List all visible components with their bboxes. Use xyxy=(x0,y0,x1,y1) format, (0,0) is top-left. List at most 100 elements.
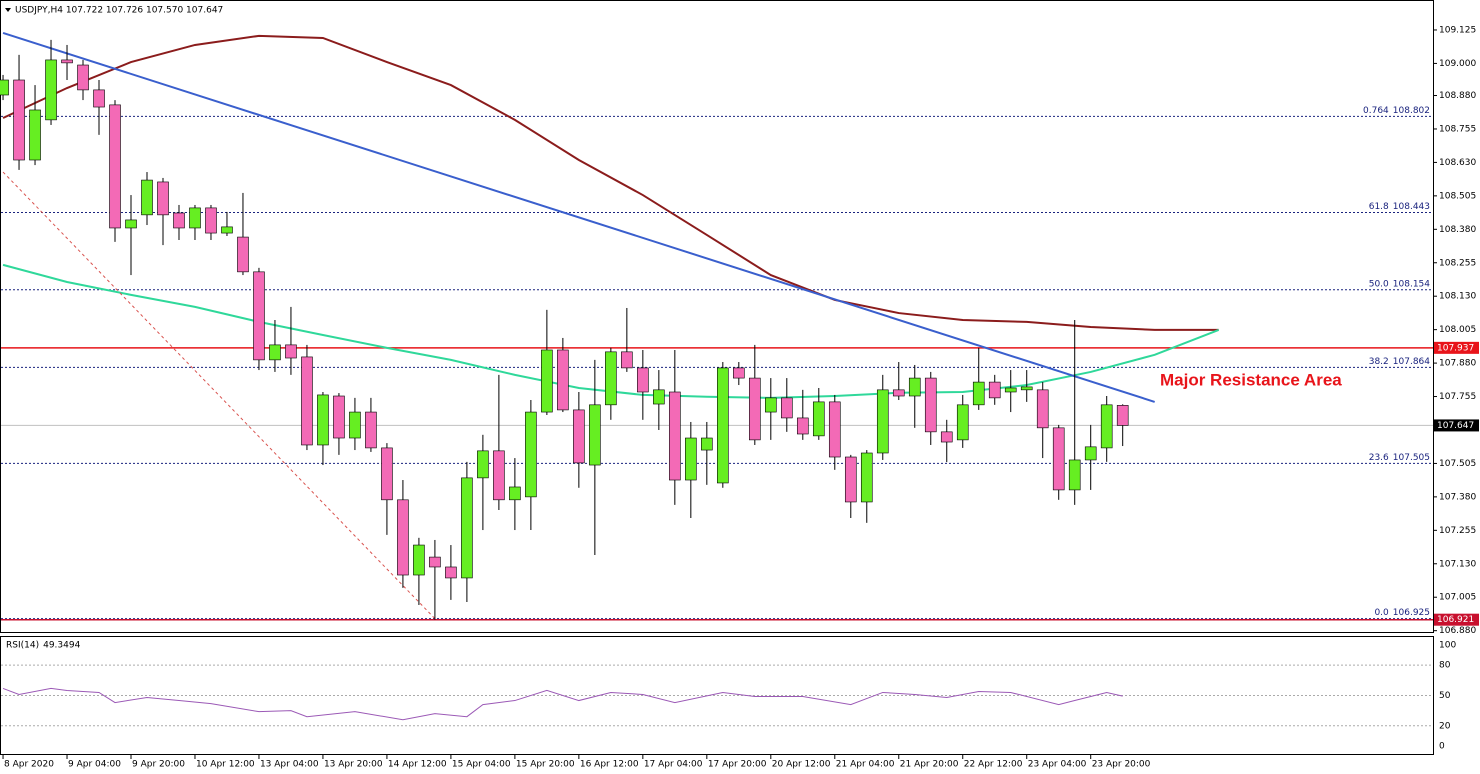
rsi-value: 49.3494 xyxy=(43,641,80,651)
y-tick-label: 106.880 xyxy=(1439,626,1476,636)
candle-body xyxy=(876,389,889,454)
candle-body xyxy=(621,351,633,369)
y-tick-label: 107.130 xyxy=(1439,559,1476,569)
x-tick-label: 15 Apr 04:00 xyxy=(452,760,511,770)
candle-body xyxy=(860,452,873,503)
x-tick-label: 21 Apr 20:00 xyxy=(900,760,959,770)
candle-body xyxy=(445,566,457,579)
candle-body xyxy=(988,381,1001,399)
candle-body xyxy=(61,59,73,64)
fib-value: 107.864 xyxy=(1393,357,1430,367)
candle-body xyxy=(93,89,105,108)
rsi-tick-label: 20 xyxy=(1439,721,1451,731)
fib-value: 108.802 xyxy=(1393,106,1430,116)
x-tick-label: 16 Apr 12:00 xyxy=(580,760,639,770)
overlay-line xyxy=(2,34,1219,331)
fib-value: 108.443 xyxy=(1393,202,1430,212)
x-tick-label: 15 Apr 20:00 xyxy=(516,760,575,770)
candle-body xyxy=(397,499,409,576)
candle-body xyxy=(1100,404,1113,449)
candle-body xyxy=(429,556,441,568)
candle-body xyxy=(844,456,857,503)
fib-value: 106.925 xyxy=(1393,608,1430,618)
fib-ratio: 0.0 xyxy=(1374,608,1389,618)
candle-body xyxy=(45,59,57,121)
x-tick-label: 9 Apr 04:00 xyxy=(68,760,121,770)
candle-body xyxy=(269,344,281,361)
candle-body xyxy=(908,377,921,397)
candle-body xyxy=(509,486,521,501)
candle-body xyxy=(141,179,153,216)
fib-value: 108.154 xyxy=(1393,279,1430,289)
price-tag-label: 107.647 xyxy=(1437,421,1474,431)
y-tick-label: 108.255 xyxy=(1439,258,1476,268)
candle-body xyxy=(765,397,777,413)
candle-body xyxy=(1052,427,1065,491)
candle-body xyxy=(557,349,569,411)
price-tag xyxy=(1434,419,1479,432)
candle-body xyxy=(940,431,953,443)
candle-body xyxy=(541,349,553,413)
price-tag-label: 107.937 xyxy=(1437,343,1474,353)
candle-body xyxy=(972,381,985,406)
candle-body xyxy=(717,367,729,484)
candle-body xyxy=(189,207,201,229)
rsi-label: RSI(14) xyxy=(6,641,39,651)
overlay-line xyxy=(2,31,1155,403)
candle-body xyxy=(1036,389,1049,429)
candle-body xyxy=(685,437,697,481)
candles xyxy=(0,39,1129,620)
y-tick-label: 108.630 xyxy=(1439,158,1476,168)
candle-body xyxy=(301,356,313,446)
candle-body xyxy=(828,401,841,458)
fib-ratio: 50.0 xyxy=(1369,279,1389,289)
candle-body xyxy=(525,411,537,498)
candle-body xyxy=(157,181,169,216)
y-tick-label: 108.005 xyxy=(1439,325,1476,335)
candle-body xyxy=(253,271,265,361)
candle-body xyxy=(221,226,233,234)
candle-body xyxy=(285,344,297,359)
rsi-tick-label: 80 xyxy=(1439,661,1451,671)
candle-body xyxy=(13,79,25,161)
annotation: Major Resistance Area xyxy=(1160,370,1342,389)
y-tick-label: 108.380 xyxy=(1439,225,1476,235)
rsi-tick-label: 0 xyxy=(1439,742,1445,752)
candle-body xyxy=(701,437,713,451)
candle-body xyxy=(1020,386,1033,391)
y-tick-label: 108.130 xyxy=(1439,292,1476,302)
candle-body xyxy=(956,404,969,441)
chart-title: USDJPY,H4 107.722 107.726 107.570 107.64… xyxy=(15,6,223,16)
candle-body xyxy=(365,411,377,449)
x-tick-label: 13 Apr 20:00 xyxy=(324,760,383,770)
y-tick-label: 108.880 xyxy=(1439,91,1476,101)
candle-body xyxy=(477,450,489,479)
x-tick-label: 17 Apr 04:00 xyxy=(644,760,703,770)
price-tag xyxy=(1434,341,1479,354)
candle-body xyxy=(637,367,649,393)
y-tick-label: 107.755 xyxy=(1439,392,1476,402)
x-tick-label: 14 Apr 12:00 xyxy=(388,760,447,770)
candle-body xyxy=(589,404,601,466)
candle-body xyxy=(733,367,745,379)
candle-body xyxy=(461,477,473,579)
candle-body xyxy=(1084,446,1097,461)
x-tick-label: 23 Apr 20:00 xyxy=(1092,760,1151,770)
candle-body xyxy=(413,544,425,576)
price-tag xyxy=(1434,613,1479,626)
y-tick-label: 108.505 xyxy=(1439,191,1476,201)
candle-body xyxy=(381,447,393,501)
y-tick-label: 109.000 xyxy=(1439,59,1476,69)
fib-ratio: 61.8 xyxy=(1369,202,1389,212)
main-panel xyxy=(0,0,1434,633)
x-tick-label: 21 Apr 04:00 xyxy=(836,760,895,770)
candle-body xyxy=(749,377,761,441)
candle-body xyxy=(892,389,905,397)
y-tick-label: 107.380 xyxy=(1439,492,1476,502)
candle-body xyxy=(77,64,89,91)
candle-body xyxy=(780,397,793,419)
candle-body xyxy=(349,411,361,439)
candle-body xyxy=(1068,459,1081,491)
y-tick-label: 107.880 xyxy=(1439,359,1476,369)
candle-body xyxy=(796,417,809,435)
